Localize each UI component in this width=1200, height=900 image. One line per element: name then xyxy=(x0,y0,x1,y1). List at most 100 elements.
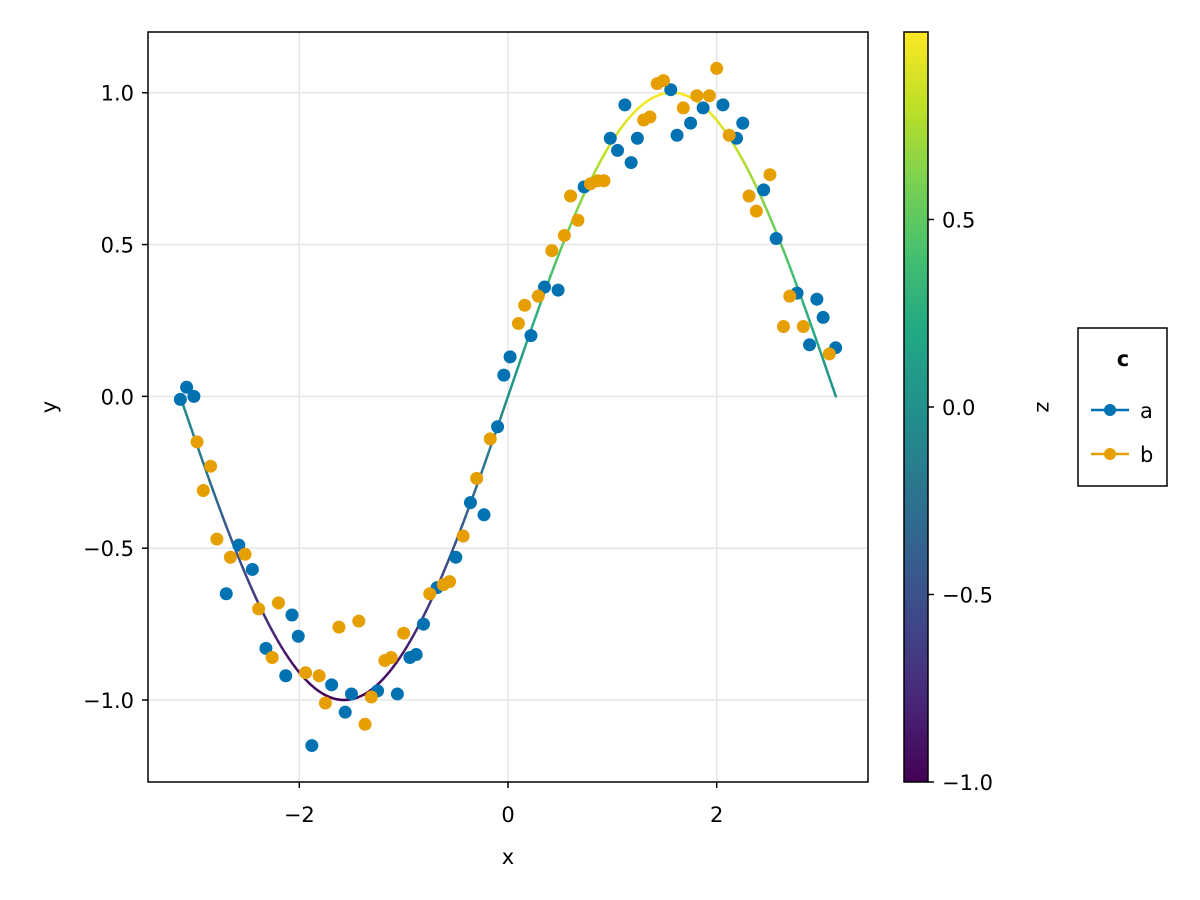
curve-segment xyxy=(762,201,769,212)
series-a-point xyxy=(816,310,830,324)
colorbar-tick-label: −0.5 xyxy=(942,584,993,608)
curve-segment xyxy=(811,328,818,341)
series-a-point xyxy=(279,669,293,683)
legend-label-a: a xyxy=(1140,399,1153,423)
colorbar-tick-label: 0.5 xyxy=(942,209,975,233)
series-b-point xyxy=(518,298,532,312)
curve-segment xyxy=(221,515,228,527)
series-b-point xyxy=(783,289,797,303)
curve-segment xyxy=(251,588,257,599)
series-a-point xyxy=(538,280,552,294)
curve-segment xyxy=(814,338,821,351)
curve-segment xyxy=(559,240,565,252)
series-a-point xyxy=(769,231,783,245)
colorbar-label: z xyxy=(1032,401,1056,412)
curve-segment xyxy=(769,216,775,227)
series-b-point xyxy=(571,213,585,227)
curve-segment xyxy=(506,385,513,398)
curve-segment xyxy=(549,265,556,278)
series-a-point xyxy=(477,508,491,522)
x-tick-label: −2 xyxy=(284,803,315,827)
curve-segment xyxy=(818,347,824,360)
curve-segment xyxy=(808,319,815,332)
series-b-point xyxy=(656,74,670,88)
series-a-point xyxy=(285,608,299,622)
series-b-point xyxy=(597,174,611,188)
legend-title: c xyxy=(1117,347,1129,371)
series-b-point xyxy=(190,435,204,449)
series-b-point xyxy=(358,717,372,731)
series-a-point xyxy=(551,283,565,297)
series-b-point xyxy=(722,128,736,142)
series-a-point xyxy=(664,83,678,97)
x-tick-label: 2 xyxy=(710,803,723,827)
series-a-point xyxy=(291,629,305,643)
curve-segment xyxy=(503,395,510,408)
series-a-point xyxy=(390,687,404,701)
curve-segment xyxy=(214,497,221,510)
curve-segment xyxy=(513,366,520,379)
series-b-point xyxy=(443,575,457,589)
legend-entries: ab xyxy=(1091,399,1153,467)
series-b-point xyxy=(456,529,470,543)
legend-box xyxy=(1077,327,1168,487)
series-b-point xyxy=(332,620,346,634)
series-b-point xyxy=(299,666,313,680)
curve-segment xyxy=(824,366,831,379)
series-a-point xyxy=(463,496,477,510)
series-a-point xyxy=(497,368,511,382)
series-a-point xyxy=(618,98,632,112)
series-b-point xyxy=(470,471,484,485)
legend-marker-a xyxy=(1104,404,1116,416)
series-b-point xyxy=(531,289,545,303)
curve-segment xyxy=(801,301,808,313)
series-b-point xyxy=(397,626,411,640)
curve-segment xyxy=(552,257,559,269)
curve-segment xyxy=(208,479,215,492)
curve-segment xyxy=(782,248,788,260)
series-b-point xyxy=(210,532,224,546)
curve-segment xyxy=(441,565,447,577)
y-tick-label: 1.0 xyxy=(101,82,134,106)
series-b-point xyxy=(312,669,326,683)
curve-segment xyxy=(241,565,247,577)
series-b-point xyxy=(352,614,366,628)
curve-segment xyxy=(424,602,431,613)
series-b-point xyxy=(749,204,763,218)
series-b-point xyxy=(796,320,810,334)
curve-segment xyxy=(555,248,562,260)
x-axis-label: x xyxy=(502,845,514,869)
series-a-point xyxy=(187,389,201,403)
curve-segment xyxy=(529,319,536,332)
curve-segment xyxy=(224,524,231,536)
series-a-point xyxy=(524,329,538,343)
series-b-point xyxy=(822,347,836,361)
series-a-point xyxy=(449,550,463,564)
curve-segment xyxy=(791,274,798,286)
series-a-point xyxy=(670,128,684,142)
legend: c ab xyxy=(1077,327,1168,487)
y-tick-label: 0.5 xyxy=(101,234,134,258)
legend-marker-b xyxy=(1104,448,1116,460)
colorbar-ticks: −1.0 −0.5 0.0 0.5 xyxy=(928,209,993,795)
series-b-point xyxy=(690,89,704,103)
series-b-point xyxy=(545,244,559,258)
curve-segment xyxy=(785,257,792,269)
curve-segment xyxy=(185,414,192,427)
curve-segment xyxy=(244,573,251,584)
series-a-point xyxy=(180,380,194,394)
curve-segment xyxy=(205,470,211,483)
curve-segment xyxy=(480,461,487,474)
curve-segment xyxy=(247,581,254,592)
y-tick-label: −1.0 xyxy=(83,689,134,713)
series-a-point xyxy=(491,420,505,434)
series-a-point xyxy=(409,647,423,661)
curve-segment xyxy=(234,549,241,561)
curve-segment xyxy=(198,452,205,464)
series-b-point xyxy=(483,432,497,446)
curve-segment xyxy=(211,488,218,501)
curve-segment xyxy=(523,338,529,351)
colorbar-tick-label: 0.0 xyxy=(942,396,975,420)
series-b-point xyxy=(643,110,657,124)
